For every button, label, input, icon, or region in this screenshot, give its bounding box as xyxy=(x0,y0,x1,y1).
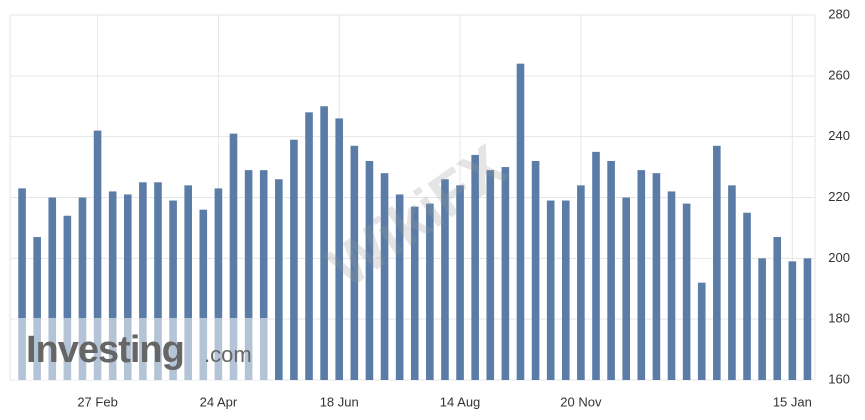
bar xyxy=(697,282,706,380)
bar xyxy=(154,182,162,380)
bar xyxy=(486,170,495,380)
bar xyxy=(214,188,223,380)
bar xyxy=(667,191,676,380)
bar xyxy=(184,185,192,380)
bar xyxy=(637,170,646,380)
bar xyxy=(531,161,540,380)
bar xyxy=(335,118,344,381)
bar xyxy=(108,191,117,380)
bar xyxy=(456,185,464,380)
watermark-logo: Investing .com xyxy=(14,318,268,380)
bar xyxy=(788,261,797,380)
bar xyxy=(426,203,434,380)
bar xyxy=(622,197,631,380)
bar xyxy=(63,215,72,380)
x-tick-label: 14 Aug xyxy=(440,394,481,409)
y-tick-label: 180 xyxy=(828,311,850,326)
bar xyxy=(229,133,238,380)
bar xyxy=(244,170,253,380)
y-tick-label: 260 xyxy=(828,67,850,82)
bar xyxy=(743,212,751,380)
bar xyxy=(561,200,570,380)
bar xyxy=(607,161,615,380)
bar xyxy=(169,200,177,380)
bar xyxy=(93,130,102,380)
bar xyxy=(78,197,87,380)
bar xyxy=(652,173,661,380)
bar xyxy=(123,194,132,380)
x-tick-label: 18 Jun xyxy=(320,394,359,409)
bar xyxy=(471,154,479,380)
bar xyxy=(758,258,766,380)
x-tick-label: 27 Feb xyxy=(77,394,117,409)
x-tick-label: 24 Apr xyxy=(200,394,238,409)
bar xyxy=(713,145,721,380)
bar xyxy=(773,237,782,380)
bar xyxy=(728,185,736,380)
x-tick-label: 20 Nov xyxy=(560,394,602,409)
bar xyxy=(33,237,41,380)
bar xyxy=(259,170,268,380)
bar xyxy=(501,167,510,380)
bar xyxy=(290,139,298,380)
bar xyxy=(305,112,313,380)
labels: 160 180 200 220 240 260 280 27 Feb 24 Apr 18 Jun 1… xyxy=(77,6,850,409)
bar xyxy=(320,106,328,380)
y-tick-label: 220 xyxy=(828,189,850,204)
bar xyxy=(380,173,389,380)
y-tick-label: 280 xyxy=(828,6,850,21)
bar xyxy=(592,151,600,380)
y-tick-label: 160 xyxy=(828,371,850,386)
bar xyxy=(275,179,283,380)
x-tick-label: 15 Jan xyxy=(773,394,812,409)
bar xyxy=(577,185,585,380)
bar xyxy=(682,203,691,380)
logo-name: Investing xyxy=(26,329,184,371)
y-tick-label: 240 xyxy=(828,128,850,143)
y-tick-label: 200 xyxy=(828,250,850,265)
bar xyxy=(441,179,449,380)
bar xyxy=(395,194,404,380)
bar xyxy=(803,258,812,380)
bar xyxy=(18,188,26,380)
bar xyxy=(365,161,374,380)
logo-backdrop xyxy=(14,318,268,380)
bar xyxy=(139,182,147,380)
logo-suffix: .com xyxy=(204,342,252,367)
bar xyxy=(516,63,525,381)
bars xyxy=(18,63,812,381)
bar xyxy=(410,206,419,380)
bar xyxy=(48,197,57,380)
bar xyxy=(350,145,359,380)
bar xyxy=(546,200,555,380)
bar xyxy=(199,209,208,380)
